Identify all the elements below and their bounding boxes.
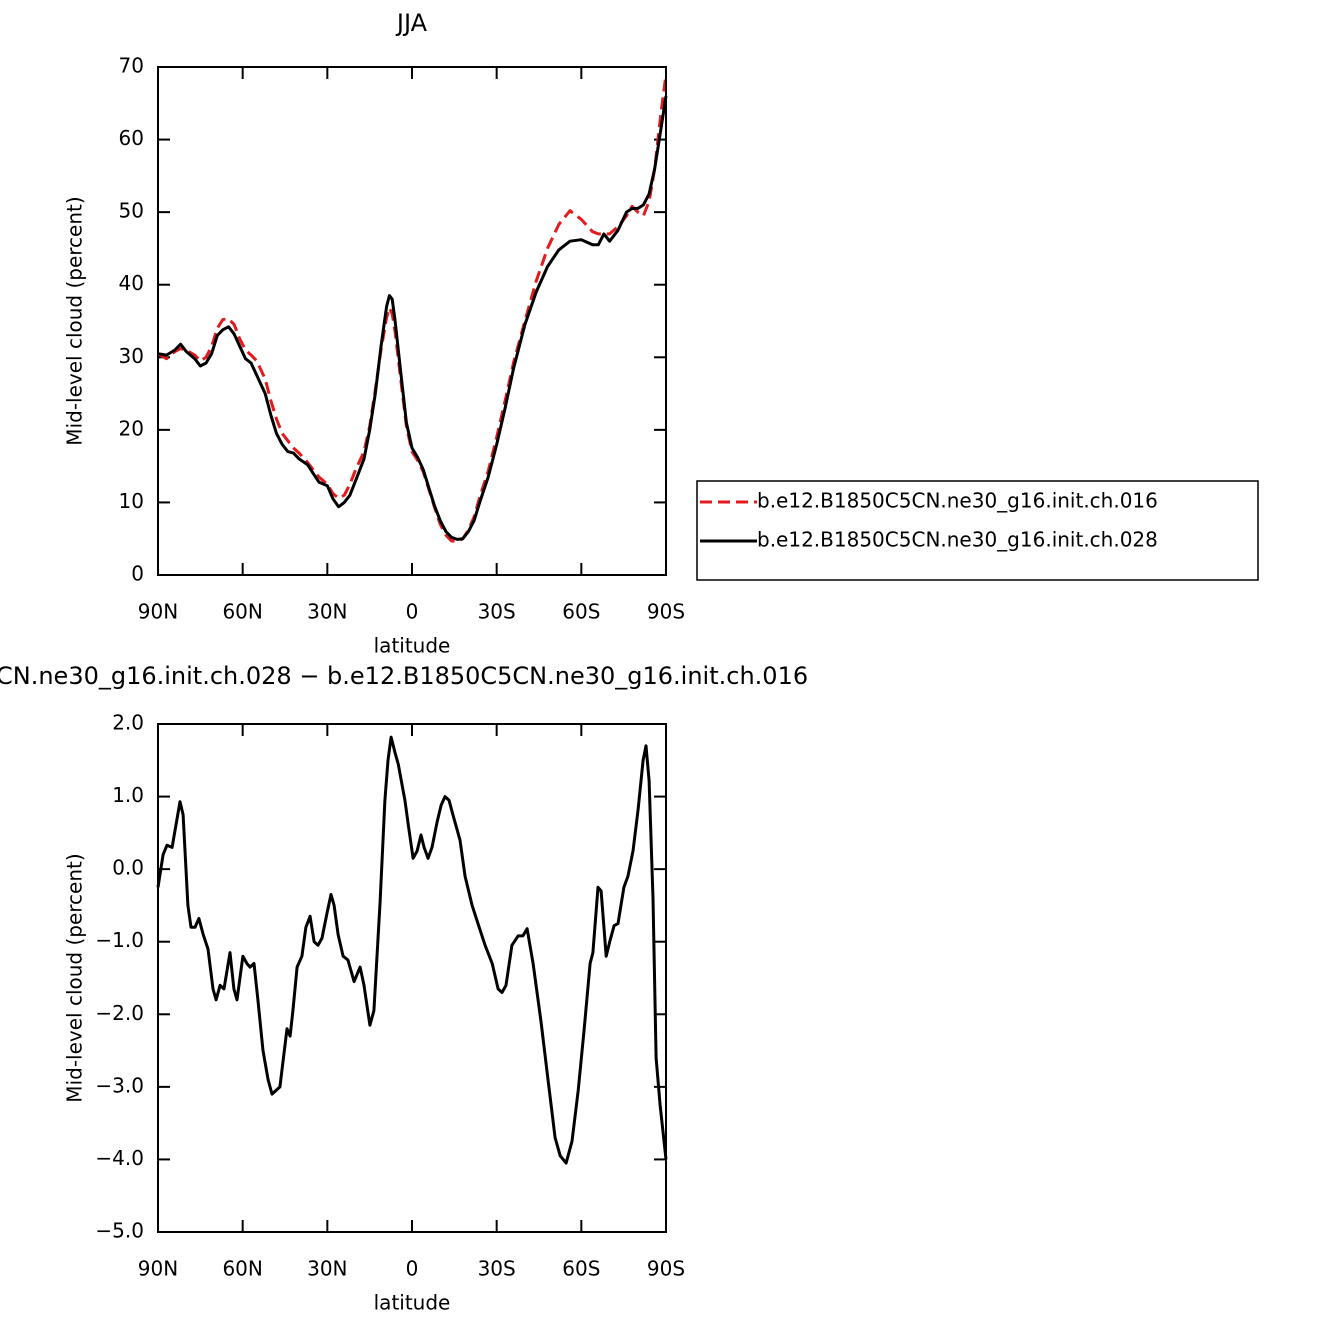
data-line xyxy=(157,74,668,544)
x-tick-label: 90S xyxy=(647,1257,685,1281)
plot-frame xyxy=(157,66,667,576)
x-axis-label: latitude xyxy=(374,1291,451,1315)
x-tick-label: 0 xyxy=(406,600,419,624)
y-tick-label: −2.0 xyxy=(95,1001,144,1025)
data-line xyxy=(156,735,668,1165)
y-axis-label: Mid-level cloud (percent) xyxy=(63,196,87,445)
plot-frame xyxy=(157,723,667,1233)
x-tick-label: 60N xyxy=(222,1257,262,1281)
y-tick-label: −4.0 xyxy=(95,1146,144,1170)
x-axis-label: latitude xyxy=(374,634,451,658)
x-tick-label: 90N xyxy=(138,600,178,624)
y-tick-label: 2.0 xyxy=(112,711,144,735)
y-tick-label: 0 xyxy=(131,562,144,586)
x-tick-label: 60S xyxy=(562,1257,600,1281)
y-tick-label: 50 xyxy=(119,199,144,223)
y-tick-label: −5.0 xyxy=(95,1219,144,1243)
y-tick-label: 1.0 xyxy=(112,783,144,807)
y-tick-label: 0.0 xyxy=(112,856,144,880)
x-tick-label: 30N xyxy=(307,1257,347,1281)
chart-title: JJA xyxy=(395,9,428,37)
x-tick-label: 90N xyxy=(138,1257,178,1281)
y-tick-label: 30 xyxy=(119,344,144,368)
x-tick-label: 90S xyxy=(647,600,685,624)
legend-box xyxy=(696,480,1259,581)
y-tick-label: −1.0 xyxy=(95,928,144,952)
x-tick-label: 60S xyxy=(562,600,600,624)
y-tick-label: 20 xyxy=(119,416,144,440)
y-tick-label: 10 xyxy=(119,489,144,513)
legend-label: b.e12.B1850C5CN.ne30_g16.init.ch.028 xyxy=(757,528,1158,552)
y-tick-label: 70 xyxy=(119,54,144,78)
x-tick-label: 30N xyxy=(307,600,347,624)
x-tick-label: 60N xyxy=(222,600,262,624)
chart-title: CN.ne30_g16.init.ch.028 − b.e12.B1850C5C… xyxy=(0,662,808,690)
x-tick-label: 30S xyxy=(478,1257,516,1281)
y-tick-label: −3.0 xyxy=(95,1073,144,1097)
y-axis-label: Mid-level cloud (percent) xyxy=(63,853,87,1102)
x-tick-label: 0 xyxy=(406,1257,419,1281)
x-tick-label: 30S xyxy=(478,600,516,624)
y-tick-label: 40 xyxy=(119,271,144,295)
data-line xyxy=(157,95,668,541)
y-tick-label: 60 xyxy=(119,126,144,150)
legend-label: b.e12.B1850C5CN.ne30_g16.init.ch.016 xyxy=(757,489,1158,513)
